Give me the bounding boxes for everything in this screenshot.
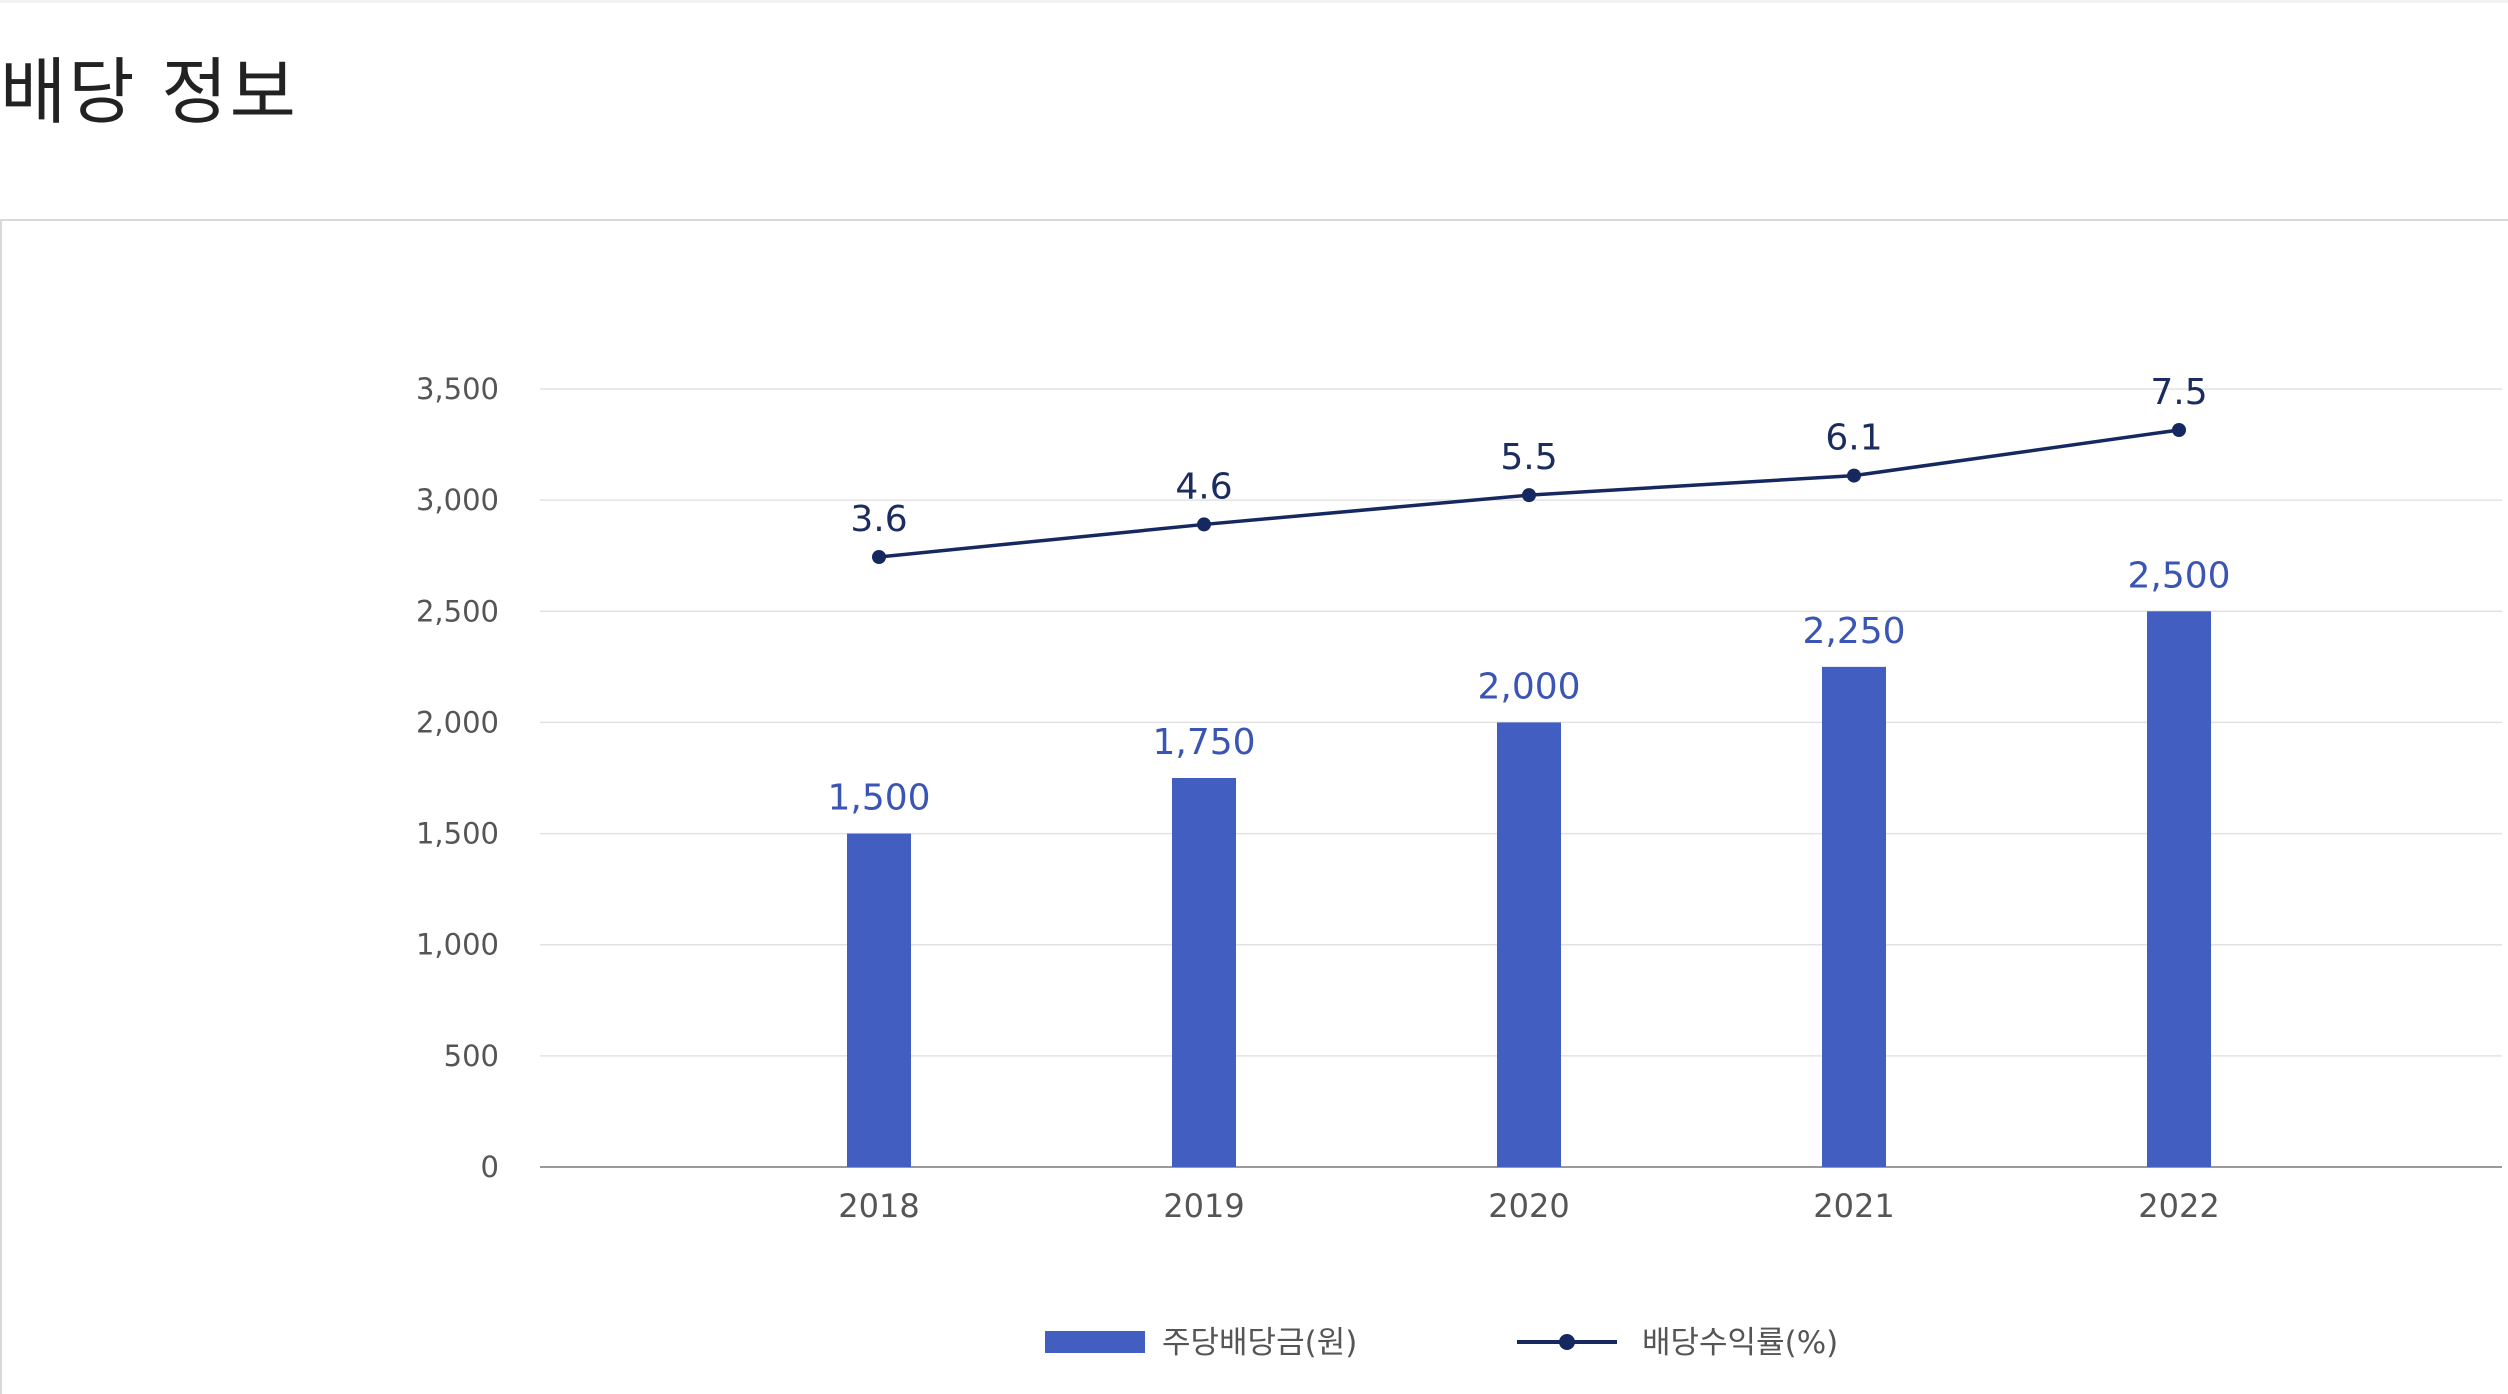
line-point: [1197, 517, 1211, 532]
x-tick-label: 2019: [1163, 1187, 1244, 1225]
bar: [1822, 666, 1886, 1167]
line-point: [1522, 488, 1536, 503]
chart-panel: 1,500 1,750 2,000 2,250 2,500 3.6 4.6 5.5 6.1 7.5…: [0, 219, 2508, 1394]
x-tick-label: 2018: [838, 1187, 919, 1225]
bar-data-label: 2,500: [2127, 555, 2230, 596]
bar: [1172, 778, 1236, 1167]
bar-data-label: 1,500: [827, 778, 930, 819]
y-tick-label: 2,000: [416, 705, 499, 739]
y-tick-label: 1,000: [416, 928, 499, 962]
page-title: 배당 정보: [0, 50, 298, 134]
axis-layer: 0 500 1,000 1,500 2,000 2,500 3,000 3,500 2018 20…: [416, 372, 2220, 1225]
label-layer: 1,500 1,750 2,000 2,250 2,500 3.6 4.6 5.5 6.1 7.5: [827, 372, 2230, 819]
bar-data-label: 2,250: [1802, 611, 1905, 652]
legend-bar-swatch: [1045, 1331, 1145, 1353]
x-tick-label: 2020: [1488, 1187, 1569, 1225]
line-point: [1847, 468, 1861, 483]
line-data-label: 6.1: [1825, 418, 1882, 459]
dividend-chart: 1,500 1,750 2,000 2,250 2,500 3.6 4.6 5.5 6.1 7.5…: [416, 372, 2502, 1361]
y-tick-label: 3,500: [416, 372, 499, 406]
legend-bar-label: 주당배당금(원): [1162, 1325, 1357, 1361]
line-data-label: 7.5: [2150, 372, 2207, 413]
y-tick-label: 3,000: [416, 483, 499, 517]
bar: [1497, 722, 1561, 1167]
top-divider: [0, 0, 2508, 3]
legend-line-marker: [1559, 1334, 1575, 1350]
line-layer: [872, 423, 2186, 564]
line-data-label: 4.6: [1175, 466, 1232, 507]
line-point: [872, 550, 886, 564]
line-point: [2172, 423, 2186, 437]
y-tick-label: 1,500: [416, 817, 499, 851]
y-tick-label: 0: [481, 1150, 499, 1184]
y-tick-label: 2,500: [416, 594, 499, 628]
line-data-label: 5.5: [1500, 437, 1557, 478]
legend-line-label: 배당수익률(%): [1642, 1325, 1838, 1361]
x-tick-label: 2022: [2138, 1187, 2219, 1225]
bar-data-label: 2,000: [1477, 666, 1580, 707]
bar: [847, 833, 911, 1167]
bar-layer: [847, 611, 2211, 1167]
x-tick-label: 2021: [1813, 1187, 1894, 1225]
legend-layer: 주당배당금(원) 배당수익률(%): [1045, 1325, 1838, 1361]
bar: [2147, 611, 2211, 1167]
bar-data-label: 1,750: [1152, 722, 1255, 763]
line-data-label: 3.6: [850, 499, 907, 540]
y-tick-label: 500: [444, 1039, 499, 1073]
